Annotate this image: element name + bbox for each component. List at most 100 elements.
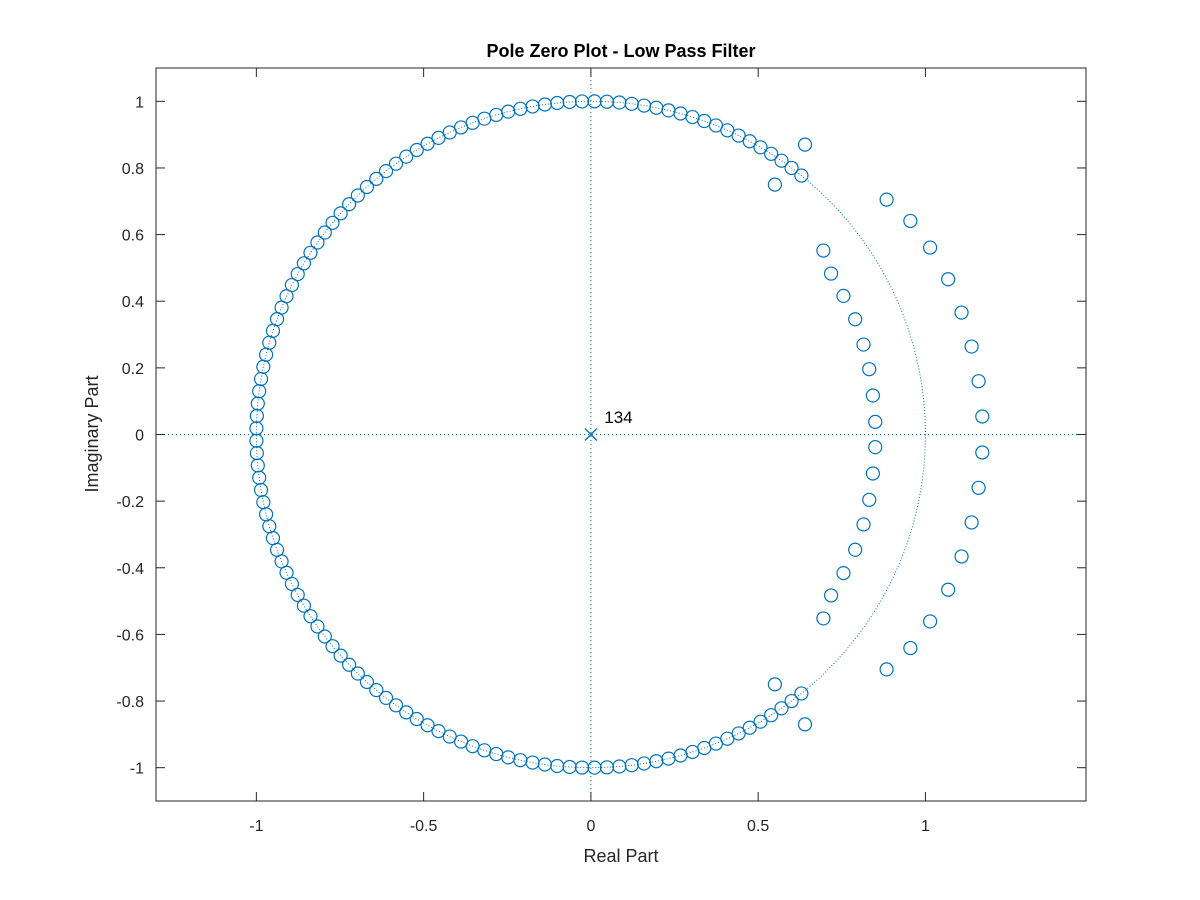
x-tick-label: -1 — [249, 818, 263, 835]
zero-marker — [836, 566, 851, 581]
zero-marker — [303, 609, 318, 624]
zero-marker — [903, 213, 918, 229]
zero-marker — [350, 188, 365, 203]
zero-marker — [399, 705, 414, 720]
zero-marker — [742, 720, 757, 735]
zero-marker — [325, 215, 340, 230]
zero-marker — [941, 582, 956, 597]
zero-marker — [868, 414, 883, 429]
y-tick-label: -0.8 — [116, 694, 144, 711]
zero-marker — [975, 445, 990, 460]
zero-marker — [359, 179, 375, 195]
zero-marker — [797, 717, 813, 732]
zero-marker — [333, 648, 348, 663]
y-tick-label: 1 — [135, 94, 144, 111]
y-tick-label: -0.4 — [116, 561, 144, 578]
zero-marker — [923, 240, 938, 255]
y-tick-label: 0.6 — [122, 228, 144, 245]
zero-marker — [879, 662, 894, 677]
zero-marker — [865, 466, 881, 481]
zero-marker — [954, 305, 969, 320]
zero-marker — [823, 588, 839, 603]
y-tick-label: 0 — [135, 428, 144, 445]
unit-circle — [255, 100, 926, 769]
zero-marker — [317, 629, 332, 644]
zero-marker — [431, 130, 446, 145]
pole-marker — [584, 428, 598, 441]
zero-marker — [794, 168, 809, 183]
zero-marker — [369, 683, 384, 698]
zero-marker — [296, 598, 311, 613]
pole-cross-stroke — [584, 428, 598, 441]
zero-marker — [954, 549, 969, 564]
zero-marker — [388, 698, 404, 713]
zero-marker — [797, 137, 813, 152]
zero-marker — [975, 409, 990, 424]
zero-marker — [399, 149, 414, 164]
zero-marker — [388, 156, 404, 171]
zero-marker — [868, 440, 883, 455]
zero-marker — [848, 312, 863, 327]
zero-marker — [862, 362, 877, 377]
zero-marker — [784, 160, 799, 176]
zero-marker — [369, 171, 384, 186]
zero-marker — [341, 657, 357, 672]
zero-marker — [378, 690, 394, 706]
zero-marker — [249, 421, 264, 436]
y-axis-label: Imaginary Part — [82, 375, 102, 492]
axis-ticks: -1 -0.5 0 0.5 1 -1 -0.8 -0.6 -0.4 -0.2 0 0.2 0.4 0.6 0… — [116, 68, 1086, 835]
zero-marker — [333, 206, 348, 221]
zero-marker — [359, 674, 375, 690]
zero-marker — [774, 153, 789, 168]
zero-marker — [764, 146, 779, 161]
guide-lines — [156, 68, 1086, 801]
zero-marker — [731, 128, 746, 143]
zero-marker — [865, 388, 881, 403]
zero-marker — [409, 142, 424, 158]
x-tick-label: 0.5 — [747, 818, 769, 835]
zero-marker — [753, 140, 768, 155]
x-tick-label: 0 — [586, 818, 595, 835]
zero-marker — [816, 243, 831, 258]
zero-marker — [964, 339, 979, 354]
x-tick-label: 1 — [921, 818, 930, 835]
zero-marker — [303, 245, 318, 260]
x-tick-label: -0.5 — [410, 818, 438, 835]
zero-marker — [823, 266, 839, 281]
pole-multiplicity-label: 134 — [604, 408, 632, 427]
zero-marker — [923, 614, 938, 629]
zero-marker — [767, 177, 782, 192]
zero-marker — [856, 337, 871, 352]
zero-marker — [941, 272, 956, 287]
zero-marker — [764, 708, 779, 723]
y-tick-label: 0.2 — [122, 361, 144, 378]
x-axis-label: Real Part — [583, 846, 658, 866]
zero-marker — [310, 235, 325, 250]
zero-marker — [350, 666, 365, 681]
zero-marker — [903, 640, 918, 656]
zero-marker — [862, 492, 877, 507]
y-tick-label: -1 — [130, 761, 144, 778]
zero-marker — [341, 197, 357, 212]
zero-marker — [794, 686, 809, 701]
zero-marker — [442, 125, 457, 140]
zero-marker — [279, 565, 294, 580]
data-marks: 134 — [249, 94, 990, 775]
y-tick-label: -0.6 — [116, 627, 144, 644]
zero-marker — [753, 714, 768, 729]
zero-marker — [325, 639, 340, 654]
zero-marker — [731, 726, 746, 741]
zero-marker — [816, 611, 831, 626]
zero-marker — [296, 256, 311, 271]
zero-marker — [856, 517, 871, 532]
zero-marker — [767, 677, 782, 692]
zero-marker — [971, 374, 986, 389]
zero-marker — [310, 619, 325, 634]
zero-marker — [848, 542, 863, 557]
zero-marker — [378, 163, 394, 179]
y-tick-label: -0.2 — [116, 494, 144, 511]
chart-title: Pole Zero Plot - Low Pass Filter — [486, 41, 755, 61]
y-tick-label: 0.8 — [122, 161, 144, 178]
zero-marker — [720, 731, 735, 746]
